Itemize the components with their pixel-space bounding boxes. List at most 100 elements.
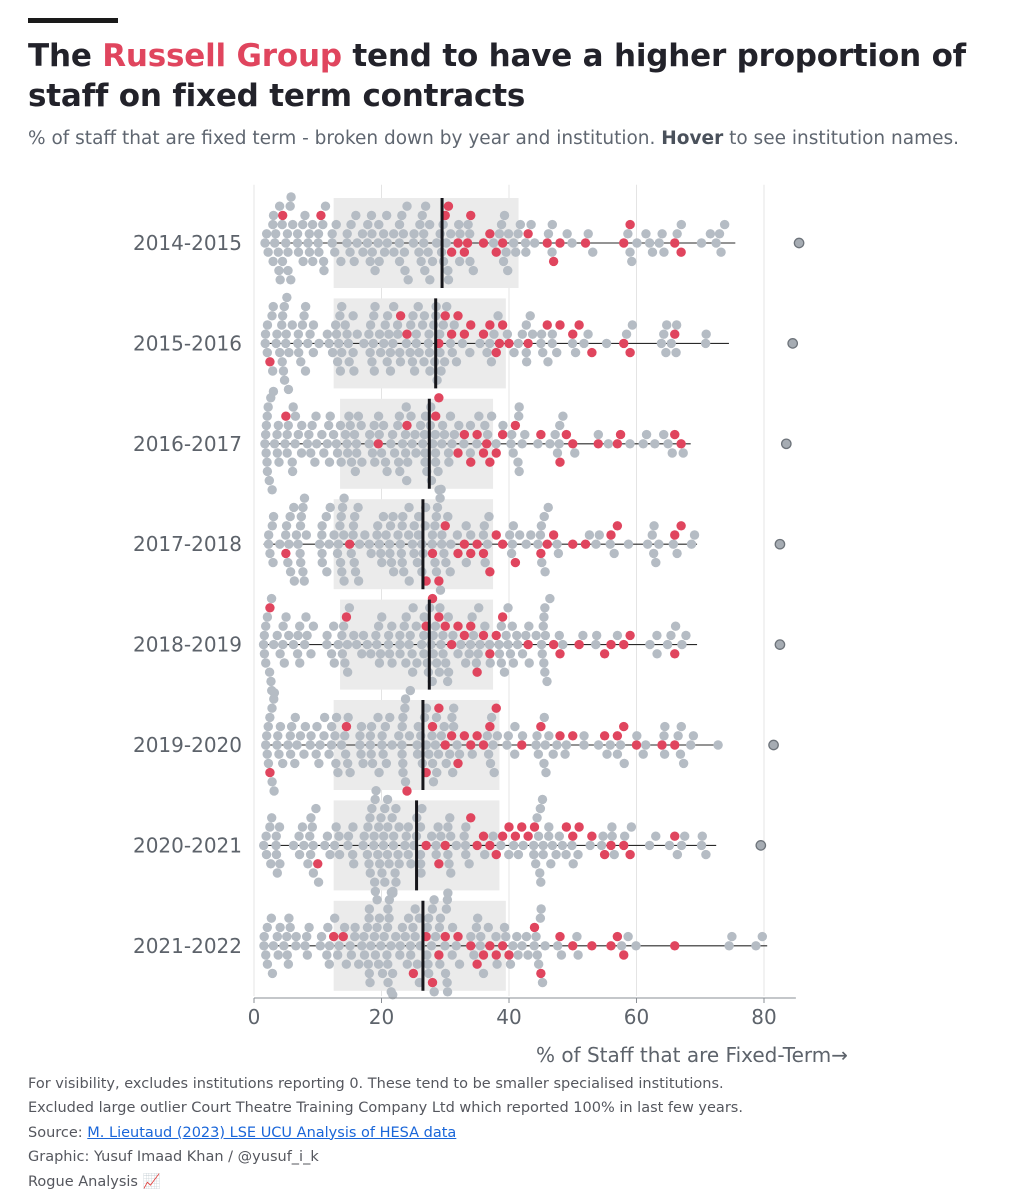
russell-point-2018-2019	[574, 639, 584, 650]
institution-point-2021-2022	[512, 931, 522, 942]
institution-point-2018-2019	[438, 649, 448, 659]
institution-point-2020-2021	[417, 803, 427, 814]
institution-point-2015-2016	[583, 329, 593, 339]
institution-point-2019-2020	[267, 703, 277, 713]
institution-point-2020-2021	[701, 849, 711, 860]
institution-point-2014-2015	[273, 247, 284, 257]
institution-point-2015-2016	[384, 329, 394, 339]
institution-point-2020-2021	[382, 849, 393, 860]
institution-point-2016-2017	[370, 457, 380, 467]
russell-point-2021-2022	[612, 931, 623, 942]
institution-point-2020-2021	[394, 859, 404, 869]
institution-point-2020-2021	[585, 840, 595, 851]
russell-point-2016-2017	[561, 429, 572, 440]
institution-point-2015-2016	[335, 366, 346, 376]
institution-point-2018-2019	[407, 667, 418, 677]
institution-point-2018-2019	[438, 630, 448, 641]
institution-point-2015-2016	[370, 301, 380, 312]
institution-point-2020-2021	[391, 877, 401, 887]
institution-point-2021-2022	[384, 913, 394, 923]
institution-point-2014-2015	[274, 201, 285, 211]
institution-point-2018-2019	[436, 639, 446, 650]
institution-point-2014-2015	[488, 238, 499, 248]
institution-point-2021-2022	[533, 959, 544, 969]
institution-point-2020-2021	[271, 849, 282, 860]
institution-point-2020-2021	[443, 822, 453, 832]
institution-point-2019-2020	[447, 712, 457, 723]
institution-point-2015-2016	[411, 329, 422, 339]
institution-point-2016-2017	[678, 448, 688, 458]
institution-point-2016-2017	[430, 448, 441, 458]
institution-point-2021-2022	[440, 968, 451, 979]
institution-point-2020-2021	[403, 822, 414, 832]
russell-point-2014-2015	[443, 201, 454, 211]
institution-point-2017-2018	[446, 539, 456, 549]
institution-point-2014-2015	[298, 219, 308, 230]
institution-point-2014-2015	[283, 247, 293, 257]
institution-point-2015-2016	[419, 357, 429, 367]
institution-point-2017-2018	[651, 557, 661, 568]
institution-point-2018-2019	[264, 667, 275, 677]
russell-point-2019-2020	[568, 731, 578, 741]
institution-point-2018-2019	[407, 649, 417, 659]
institution-point-2016-2017	[304, 429, 314, 440]
institution-point-2020-2021	[384, 859, 394, 869]
institution-point-2020-2021	[451, 840, 462, 851]
outlier-point-2017-2018	[774, 538, 786, 550]
institution-point-2017-2018	[436, 484, 446, 494]
institution-point-2021-2022	[412, 959, 423, 969]
institution-point-2018-2019	[372, 639, 382, 650]
institution-point-2015-2016	[299, 311, 309, 321]
institution-point-2015-2016	[538, 347, 548, 358]
institution-point-2020-2021	[551, 849, 561, 860]
institution-point-2015-2016	[438, 320, 449, 330]
institution-point-2016-2017	[306, 448, 316, 458]
institution-point-2019-2020	[290, 712, 301, 723]
institution-point-2018-2019	[485, 658, 495, 668]
institution-point-2018-2019	[288, 639, 299, 650]
institution-point-2014-2015	[261, 229, 272, 239]
institution-point-2014-2015	[283, 265, 293, 276]
institution-point-2020-2021	[415, 822, 426, 832]
institution-point-2020-2021	[537, 794, 548, 805]
institution-point-2015-2016	[342, 329, 352, 339]
institution-point-2017-2018	[374, 539, 384, 549]
institution-point-2021-2022	[383, 977, 393, 988]
institution-point-2014-2015	[358, 247, 368, 257]
institution-point-2017-2018	[268, 511, 279, 522]
institution-point-2014-2015	[319, 265, 329, 276]
institution-point-2021-2022	[259, 931, 269, 942]
institution-point-2019-2020	[397, 721, 407, 732]
institution-point-2014-2015	[402, 201, 412, 211]
institution-point-2019-2020	[397, 740, 407, 750]
institution-point-2016-2017	[407, 439, 417, 449]
institution-point-2021-2022	[529, 941, 539, 951]
institution-point-2017-2018	[480, 557, 490, 568]
institution-point-2014-2015	[716, 247, 726, 257]
institution-point-2016-2017	[365, 429, 375, 440]
institution-point-2017-2018	[285, 567, 296, 577]
institution-point-2016-2017	[293, 429, 304, 440]
institution-point-2019-2020	[428, 777, 439, 787]
institution-point-2017-2018	[521, 539, 531, 549]
institution-point-2018-2019	[333, 639, 343, 650]
russell-point-2016-2017	[402, 420, 412, 431]
source-link[interactable]: M. Lieutaud (2023) LSE UCU Analysis of H…	[87, 1124, 457, 1141]
institution-point-2017-2018	[452, 530, 463, 540]
russell-point-2015-2016	[542, 320, 552, 330]
institution-point-2017-2018	[441, 557, 451, 568]
institution-point-2019-2020	[378, 749, 388, 759]
russell-point-2018-2019	[466, 621, 476, 631]
institution-point-2016-2017	[382, 466, 392, 477]
institution-point-2017-2018	[339, 493, 349, 503]
institution-point-2020-2021	[394, 822, 404, 832]
russell-point-2016-2017	[430, 411, 441, 421]
institution-point-2020-2021	[496, 840, 506, 851]
institution-point-2018-2019	[443, 612, 453, 622]
institution-point-2020-2021	[382, 794, 393, 805]
russell-point-2021-2022	[472, 959, 482, 969]
institution-point-2021-2022	[316, 931, 327, 942]
russell-point-2017-2018	[434, 576, 444, 586]
institution-point-2017-2018	[584, 530, 595, 540]
institution-point-2016-2017	[418, 439, 428, 449]
